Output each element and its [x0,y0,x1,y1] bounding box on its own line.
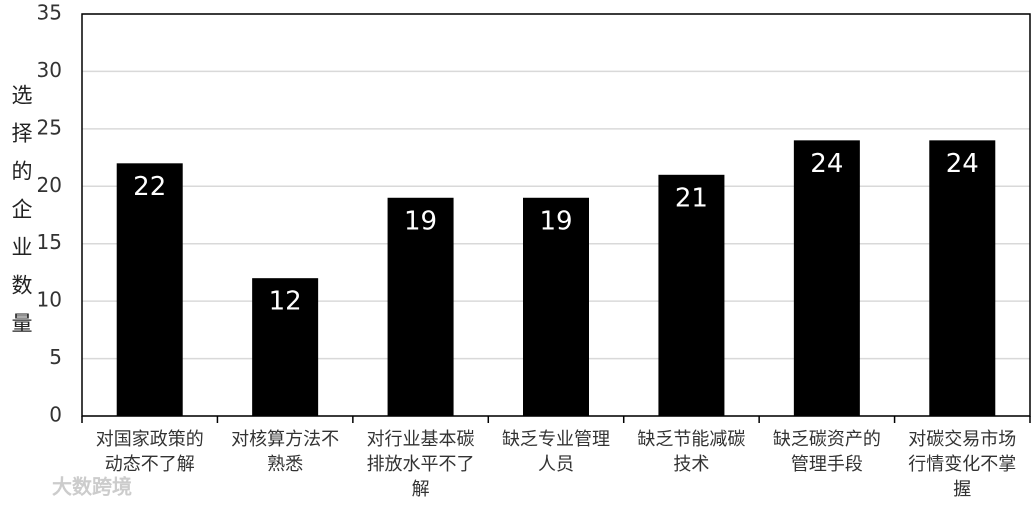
bar [523,197,589,416]
watermark: 大数跨境 [52,475,132,499]
bar [252,278,319,416]
bar [929,140,996,417]
bar [116,163,183,416]
y-tick-label: 15 [37,230,62,254]
y-tick-label: 30 [37,58,62,82]
value-label: 21 [675,183,708,213]
x-tick-label: 对国家政策的动态不了解 [96,429,204,475]
x-tick-label: 对核算方法不熟悉 [231,429,339,475]
x-tick-label: 缺乏节能减碳技术 [637,429,745,475]
bar [793,140,860,417]
value-label: 12 [269,287,302,317]
x-tick-label: 对行业基本碳排放水平不了解 [367,429,475,500]
value-label: 24 [946,149,979,179]
y-axis-label: 选择的企业数量 [9,84,33,350]
value-label: 24 [810,149,843,179]
y-tick-label: 35 [37,1,62,25]
value-label: 19 [539,206,572,236]
y-tick-label: 10 [37,288,62,312]
y-tick-label: 0 [49,403,62,427]
x-tick-label: 缺乏专业管理人员 [502,429,610,475]
bar [658,174,725,416]
bar [387,197,454,416]
y-tick-label: 25 [37,115,62,139]
y-tick-label: 5 [49,345,62,369]
x-tick-label: 缺乏碳资产的管理手段 [773,429,881,475]
y-tick-label: 20 [37,173,62,197]
value-label: 22 [133,172,166,202]
x-tick-label: 对碳交易市场行情变化不掌握 [908,429,1016,500]
value-label: 19 [404,206,437,236]
